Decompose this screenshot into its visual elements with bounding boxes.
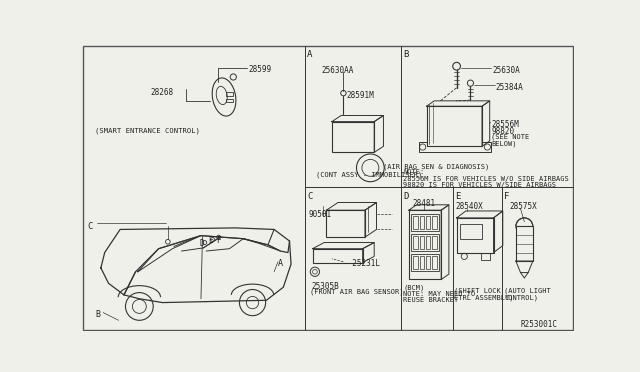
Bar [409,210,441,279]
Circle shape [239,289,266,316]
Bar [481,253,490,260]
Text: (AIR BAG SEN & DIAGNOSIS): (AIR BAG SEN & DIAGNOSIS) [383,164,489,170]
Bar [427,106,482,146]
Ellipse shape [212,78,236,116]
Text: B: B [95,310,100,319]
Text: 28540X: 28540X [455,202,483,212]
Bar [426,256,431,269]
Text: 25305B: 25305B [311,282,339,291]
Text: B: B [403,50,409,59]
Text: (BCM): (BCM) [403,285,425,291]
Text: D: D [200,240,204,248]
Text: 25630A: 25630A [493,66,520,75]
Text: F: F [216,235,221,245]
Text: 28556M IS FOR VEHICLES W/O SIDE AIRBAGS: 28556M IS FOR VEHICLES W/O SIDE AIRBAGS [403,176,569,182]
Bar [413,236,418,249]
Text: R253001C: R253001C [520,320,557,328]
Text: CONTROL): CONTROL) [504,294,538,301]
Bar [432,217,436,229]
Text: 98820: 98820 [492,127,515,136]
Text: 28556M: 28556M [492,120,519,129]
Bar [411,234,439,251]
Bar [420,217,424,229]
Bar [332,122,374,153]
Text: 90501: 90501 [308,210,332,219]
Text: NOTE: MAY NEED TO: NOTE: MAY NEED TO [403,291,476,297]
Bar [420,236,424,249]
Text: CTRL ASSEMBLY): CTRL ASSEMBLY) [454,294,514,301]
Bar [413,217,418,229]
Text: C: C [88,222,93,231]
Text: (AUTO LIGHT: (AUTO LIGHT [504,287,551,294]
Bar [516,226,533,261]
Text: 28481: 28481 [413,199,436,208]
Text: BELOW): BELOW) [492,140,516,147]
Text: 28591M: 28591M [346,91,374,100]
Text: 28575X: 28575X [509,202,537,212]
Text: 98820 IS FOR VEHICLES W/SIDE AIRBAGS: 98820 IS FOR VEHICLES W/SIDE AIRBAGS [403,182,556,188]
Text: 25384A: 25384A [496,83,524,92]
Text: (FRONT AIR BAG SENSOR): (FRONT AIR BAG SENSOR) [310,289,403,295]
Bar [411,254,439,271]
Text: A: A [278,259,283,268]
Bar [225,92,234,96]
Text: 28599: 28599 [249,65,272,74]
Bar [432,256,436,269]
Bar [225,99,234,102]
Bar [426,236,431,249]
Text: 28268: 28268 [151,88,174,97]
Text: (SHIFT LOCK: (SHIFT LOCK [454,287,501,294]
Bar [420,256,424,269]
Text: (SMART ENTRANCE CONTROL): (SMART ENTRANCE CONTROL) [95,128,200,134]
Bar [326,210,365,237]
Bar [456,218,493,253]
Text: E: E [208,236,212,246]
Bar [460,224,482,240]
Bar [413,256,418,269]
Bar [432,236,436,249]
Text: A: A [307,50,312,59]
Bar [312,249,363,263]
Bar [426,217,431,229]
Circle shape [125,293,153,320]
Text: C: C [307,192,312,202]
Bar [419,142,492,152]
Text: NOTE:: NOTE: [403,169,425,175]
Text: 25630AA: 25630AA [322,66,354,75]
Text: D: D [403,192,409,202]
Text: E: E [455,192,460,202]
Text: (SEE NOTE: (SEE NOTE [492,134,529,141]
Text: REUSE BRACKET: REUSE BRACKET [403,297,459,303]
Bar [411,214,439,231]
Text: F: F [504,192,509,202]
Text: - 25231L: - 25231L [344,259,380,268]
Text: (CONT ASSY - IMMOBILISER): (CONT ASSY - IMMOBILISER) [316,172,422,178]
